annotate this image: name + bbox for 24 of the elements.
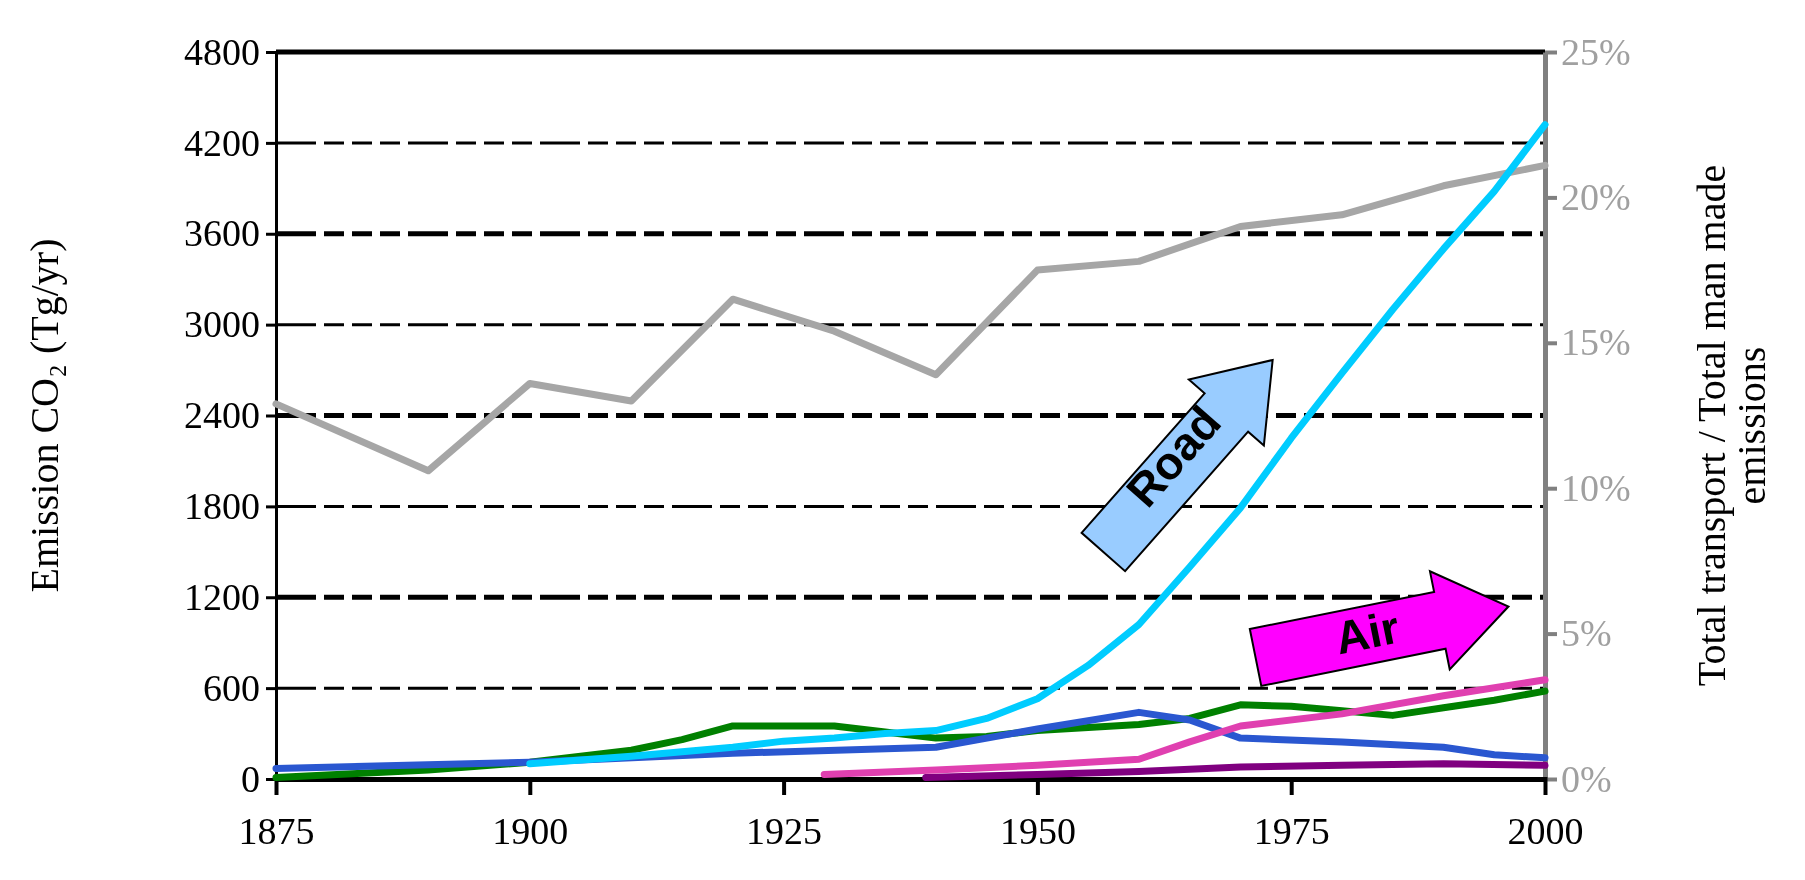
- x-tick-label: 1950: [999, 809, 1076, 852]
- y-tick-label: 1200: [184, 575, 260, 618]
- x-tick-label: 2000: [1507, 809, 1584, 852]
- x-tick-label: 1875: [238, 809, 315, 852]
- y2-tick-label: 0%: [1561, 757, 1612, 800]
- y2-tick-label: 5%: [1561, 612, 1612, 655]
- y-tick-label: 4800: [184, 30, 260, 73]
- text: Air: [1330, 600, 1404, 665]
- y-tick-label: 0: [241, 757, 260, 800]
- y-tick-label: 4200: [184, 121, 260, 164]
- y-tick-label: 3600: [184, 212, 260, 255]
- y-tick-label: 1800: [184, 485, 260, 528]
- x-tick-label: 1975: [1253, 809, 1330, 852]
- x-tick-label: 1925: [746, 809, 823, 852]
- y2-tick-label: 10%: [1561, 466, 1631, 509]
- y2-tick-label: 25%: [1561, 30, 1631, 73]
- y-tick-label: 2400: [184, 394, 260, 437]
- y2-axis-title: Total transport / Total man made emissions: [1689, 164, 1774, 687]
- y-axis-title: Emission CO₂ (Tg/yr): [22, 238, 67, 593]
- y2-tick-label: 20%: [1561, 176, 1631, 219]
- y-tick-label: 3000: [184, 303, 260, 346]
- y2-tick-label: 15%: [1561, 321, 1631, 364]
- x-tick-label: 1900: [492, 809, 569, 852]
- y-tick-label: 600: [203, 666, 260, 709]
